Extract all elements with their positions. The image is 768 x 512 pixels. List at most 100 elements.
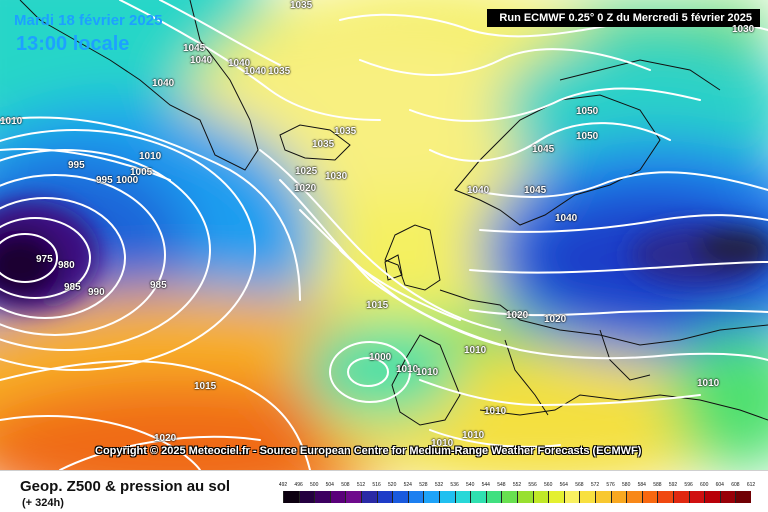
legend-color-swatch <box>423 491 439 503</box>
isobar-label: 1015 <box>366 300 389 311</box>
legend-footer: Geop. Z500 & pression au sol (+ 324h) 49… <box>0 470 768 512</box>
color-scale: 492 496 500 504 508 512 516 520 524 528 532 536 540 5… <box>279 481 755 507</box>
isobar-label: 1045 <box>524 185 547 196</box>
legend-tick-label: 536 <box>450 482 459 488</box>
legend-tick-label: 516 <box>372 482 381 488</box>
isobar-label: 990 <box>88 287 105 298</box>
legend-tick-label: 564 <box>559 482 568 488</box>
legend-tick-label: 604 <box>715 482 724 488</box>
legend-tick-label: 548 <box>497 482 506 488</box>
legend-tick-label: 508 <box>341 482 350 488</box>
legend-tick-label: 552 <box>512 482 522 488</box>
legend-tick-label: 556 <box>528 482 537 488</box>
isobar-label: 985 <box>150 280 167 291</box>
legend-tick-label: 588 <box>653 482 662 488</box>
legend-tick-label: 560 <box>544 482 553 488</box>
legend-tick-label: 608 <box>731 482 740 488</box>
legend-color-swatch <box>610 491 627 503</box>
isobar-label: 1030 <box>732 24 755 35</box>
isobar-label: 980 <box>58 260 75 271</box>
legend-tick-label: 524 <box>403 482 412 488</box>
forecast-date: Mardi 18 février 2025 <box>14 12 163 29</box>
legend-tick-label: 592 <box>668 482 678 488</box>
isobar-label: 1035 <box>334 126 357 137</box>
isobar-label: 1010 <box>0 116 23 127</box>
legend-color-swatch <box>345 491 361 503</box>
isobar-label: 985 <box>64 282 81 293</box>
legend-tick-label: 576 <box>606 482 615 488</box>
isobar-label: 1010 <box>396 364 419 375</box>
isobar-label: 1020 <box>294 183 317 194</box>
legend-color-swatch <box>407 491 424 503</box>
legend-color-swatch <box>361 491 377 503</box>
isobar-label: 1030 <box>325 171 348 182</box>
isobars <box>0 0 768 470</box>
isobar-label: 1020 <box>506 310 529 321</box>
isobar-label: 975 <box>36 254 53 265</box>
isobar-label: 1010 <box>416 367 439 378</box>
legend-tick-label: 528 <box>419 482 428 488</box>
legend-tick-label: 512 <box>356 482 366 488</box>
isobar-label: 1000 <box>369 352 392 363</box>
weather-map <box>0 0 768 470</box>
legend-tick-label: 544 <box>481 482 490 488</box>
legend-color-swatch <box>517 491 533 503</box>
isobar-label: 1010 <box>697 378 720 389</box>
local-time: 13:00 locale <box>16 33 130 55</box>
isobar-label: 1000 <box>116 175 139 186</box>
isobar-label: 1050 <box>576 106 599 117</box>
legend-tick-label: 596 <box>684 482 693 488</box>
isobar-label: 1045 <box>183 43 206 54</box>
isobar-label: 1020 <box>154 433 177 444</box>
isobar-label: 1045 <box>532 144 555 155</box>
isobar-label: 1040 <box>244 66 267 77</box>
isobar-label: 1010 <box>139 151 162 162</box>
isobar-label: 1040 <box>467 185 490 196</box>
isobar-label: 1040 <box>228 58 251 69</box>
isobar-label: 1040 <box>152 78 175 89</box>
isobar-label: 1005 <box>130 167 153 178</box>
legend-color-swatch <box>314 491 330 503</box>
legend-tick-label: 584 <box>637 482 646 488</box>
legend-color-swatch <box>641 491 658 503</box>
legend-tick-label: 532 <box>434 482 444 488</box>
legend-color-swatch <box>439 491 455 503</box>
legend-color-swatch <box>563 491 580 503</box>
isobar-label: 1035 <box>312 139 335 150</box>
isobar-label: 1010 <box>464 345 487 356</box>
isobar-label: 1010 <box>462 430 485 441</box>
legend-color-swatch <box>485 491 502 503</box>
legend-tick-label: 572 <box>590 482 600 488</box>
legend-tick-label: 492 <box>278 482 288 488</box>
legend-color-swatch <box>548 491 564 503</box>
isobar-label: 995 <box>68 160 85 171</box>
legend-color-swatch <box>579 491 595 503</box>
legend-color-swatch <box>532 491 549 503</box>
run-info-banner: Run ECMWF 0.25° 0 Z du Mercredi 5 févrie… <box>487 9 760 27</box>
legend-color-swatch <box>298 491 315 503</box>
legend-tick-label: 504 <box>325 482 334 488</box>
legend-color-swatch <box>501 491 517 503</box>
legend-color-swatch <box>595 491 611 503</box>
isobar-label: 1010 <box>484 406 507 417</box>
legend-tick-label: 540 <box>466 482 475 488</box>
legend-tick-label: 612 <box>746 482 756 488</box>
legend-color-swatch <box>454 491 471 503</box>
coastlines <box>19 0 768 426</box>
isobar-label: 1020 <box>544 314 567 325</box>
copyright-notice: Copyright © 2025 Meteociel.fr - Source E… <box>95 445 642 457</box>
isobar-label: 1010 <box>431 438 454 449</box>
isobar-label: 1025 <box>295 166 318 177</box>
legend-tick-label: 496 <box>294 482 303 488</box>
legend-tick-label: 600 <box>700 482 709 488</box>
isobar-label: 1035 <box>290 0 313 11</box>
legend-color-swatch <box>626 491 642 503</box>
isobar-label: 1040 <box>190 55 213 66</box>
isobar-label: 1015 <box>194 381 217 392</box>
legend-color-swatch <box>657 491 673 503</box>
legend-tick-label: 500 <box>310 482 319 488</box>
lead-time: (+ 324h) <box>22 497 64 509</box>
legend-color-swatch <box>392 491 408 503</box>
legend-color-swatch <box>283 491 299 503</box>
